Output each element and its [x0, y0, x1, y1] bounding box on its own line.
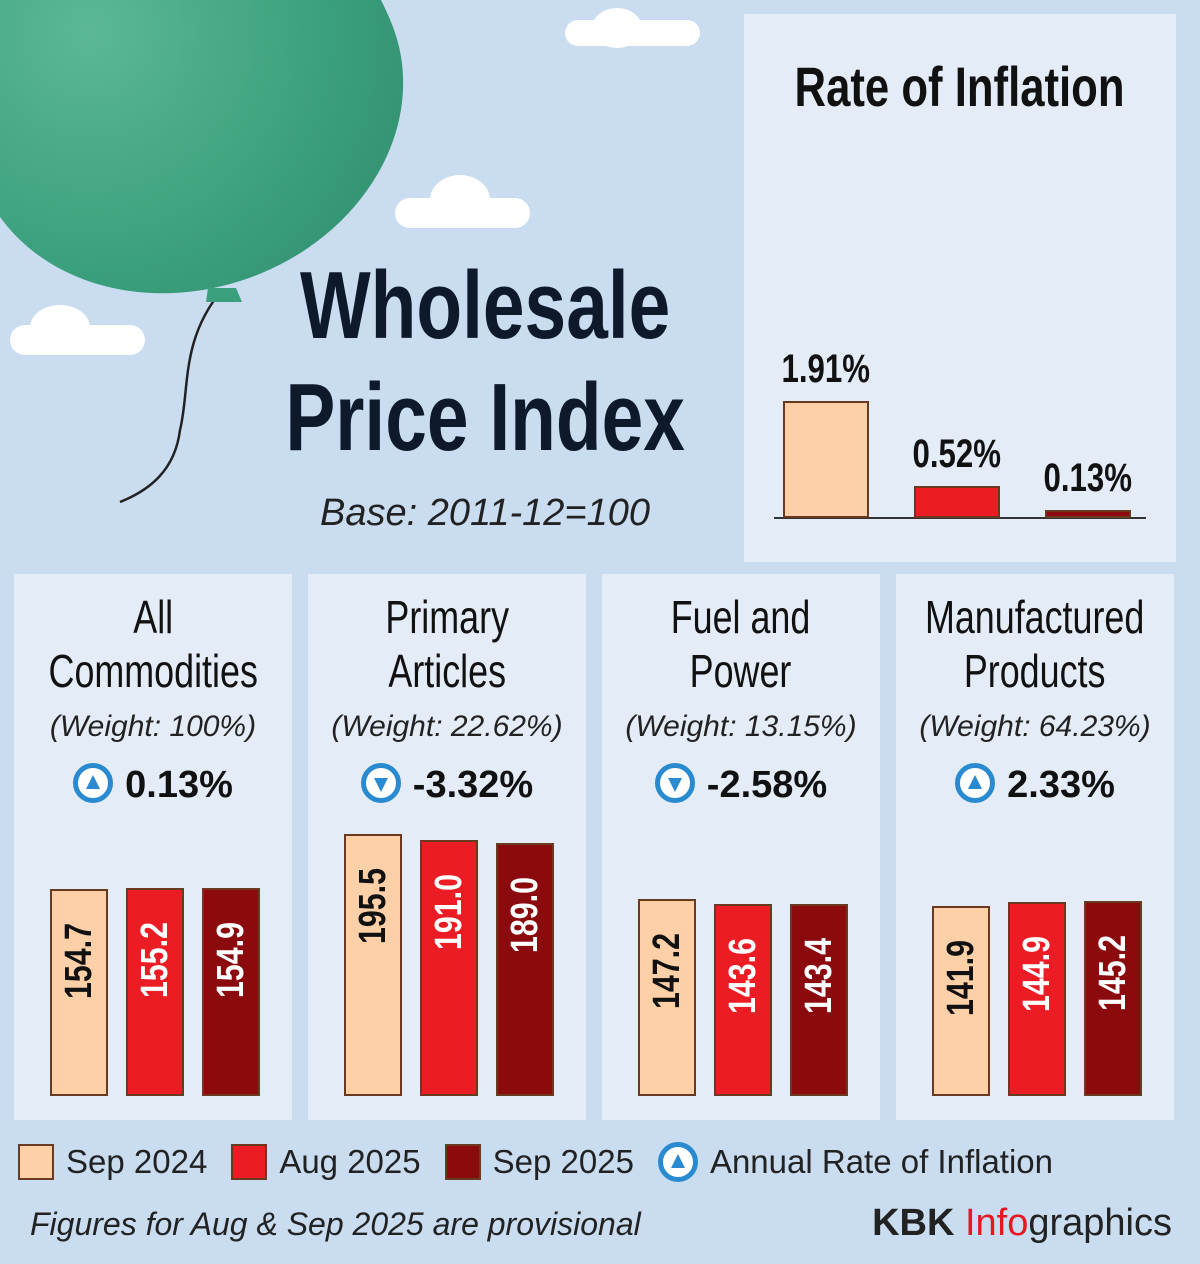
balloon-string — [119, 288, 242, 504]
bar-value-label: 143.4 — [798, 937, 840, 1014]
brand-logo: KBK Infographics — [872, 1202, 1172, 1244]
bar-value-label: 189.0 — [504, 876, 546, 953]
panel-title: Manufactured Products — [925, 591, 1145, 697]
bar-value-label: 155.2 — [134, 921, 176, 999]
arrow-down-icon — [654, 762, 695, 803]
panel-title: Primary Articles — [385, 591, 509, 697]
arrow-down-icon — [360, 762, 401, 803]
bar-value-label: 141.9 — [940, 939, 982, 1016]
bar-sep-2024: 154.7 — [50, 888, 108, 1096]
bar-value-label: 144.9 — [1016, 935, 1058, 1012]
rate-bar-label: 0.13% — [1043, 456, 1133, 501]
cloud — [430, 175, 490, 225]
panel-weight: (Weight: 100%) — [49, 710, 257, 743]
rate-bar-label: 1.91% — [781, 347, 871, 392]
rate-bar — [783, 401, 869, 518]
rate-bar — [914, 486, 1000, 518]
cloud — [592, 8, 642, 48]
page-title: Wholesale Price Index — [285, 252, 685, 471]
panel-primary-articles: Primary Articles (Weight: 22.62%) -3.32% 1… — [308, 574, 586, 1120]
inflation-change: 2.33% — [896, 762, 1174, 807]
bar-value-label: 191.0 — [428, 874, 470, 951]
legend-label: Annual Rate of Inflation — [709, 1143, 1054, 1180]
bar-sep-2024: 141.9 — [932, 905, 990, 1096]
legend-label: Aug 2025 — [279, 1143, 421, 1180]
legend-swatch-sep2025 — [444, 1144, 481, 1180]
panel-all-commodities: All Commodities (Weight: 100%) 0.13% 154.7… — [14, 574, 292, 1120]
panel-weight: (Weight: 22.62%) — [331, 710, 563, 743]
bar-aug-2025: 143.6 — [714, 903, 772, 1096]
cloud — [30, 305, 90, 350]
legend: Sep 2024 Aug 2025 Sep 2025 Annual Rate o… — [18, 1142, 1053, 1182]
panel-weight: (Weight: 13.15%) — [625, 710, 857, 743]
panel-weight: (Weight: 64.23%) — [919, 710, 1151, 743]
bar-value-label: 143.6 — [722, 937, 764, 1014]
inflation-change: -3.32% — [308, 762, 586, 807]
bar-sep-2024: 147.2 — [638, 898, 696, 1096]
bar-value-label: 147.2 — [646, 932, 688, 1009]
bar-sep-2025: 189.0 — [496, 842, 554, 1096]
rate-of-inflation-panel: Rate of Inflation 1.91% 0.52% 0.13% — [744, 14, 1176, 562]
arrow-up-icon — [657, 1142, 698, 1182]
bar-sep-2025: 154.9 — [202, 888, 260, 1096]
inflation-change: -2.58% — [602, 762, 880, 807]
bar-aug-2025: 155.2 — [126, 888, 184, 1096]
base-year: Base: 2011-12=100 — [320, 492, 650, 534]
bar-sep-2024: 195.5 — [344, 834, 402, 1096]
bar-aug-2025: 144.9 — [1008, 901, 1066, 1096]
bar-value-label: 154.7 — [58, 922, 100, 999]
panel-title: All Commodities — [48, 591, 258, 697]
rate-title: Rate of Inflation — [794, 55, 1126, 118]
legend-label: Sep 2024 — [66, 1143, 208, 1180]
arrow-up-icon — [73, 762, 114, 803]
footnote: Figures for Aug & Sep 2025 are provision… — [30, 1206, 641, 1242]
panel-manufactured-products: Manufactured Products (Weight: 64.23%) 2.… — [896, 574, 1174, 1120]
bar-sep-2025: 145.2 — [1084, 901, 1142, 1096]
rate-bar — [1045, 510, 1131, 518]
legend-swatch-aug2025 — [231, 1144, 268, 1180]
panel-title: Fuel and Power — [671, 591, 811, 697]
legend-label: Sep 2025 — [492, 1143, 634, 1180]
bar-value-label: 195.5 — [352, 867, 394, 945]
rate-bar-label: 0.52% — [912, 432, 1002, 477]
baseline — [774, 517, 1146, 519]
bar-value-label: 154.9 — [210, 922, 252, 999]
bar-sep-2025: 143.4 — [790, 903, 848, 1096]
bar-aug-2025: 191.0 — [420, 840, 478, 1096]
bar-value-label: 145.2 — [1092, 935, 1134, 1012]
inflation-change: 0.13% — [14, 762, 292, 807]
legend-swatch-sep2024 — [18, 1144, 54, 1180]
panel-fuel-and-power: Fuel and Power (Weight: 13.15%) -2.58% 147… — [602, 574, 880, 1120]
arrow-up-icon — [955, 762, 996, 803]
